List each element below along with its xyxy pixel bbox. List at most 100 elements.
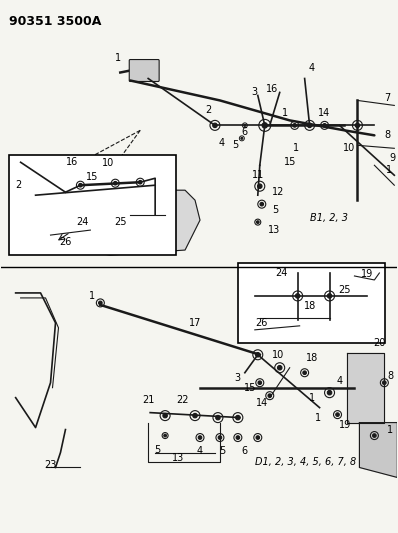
Text: 12: 12 [271, 187, 284, 197]
Circle shape [277, 366, 282, 370]
Text: 3: 3 [235, 373, 241, 383]
Text: B1, 2, 3: B1, 2, 3 [310, 213, 347, 223]
Circle shape [244, 124, 246, 126]
Text: 10: 10 [343, 143, 355, 154]
Circle shape [216, 415, 220, 420]
Text: 16: 16 [265, 84, 278, 94]
Bar [238, 263, 385, 343]
Circle shape [355, 123, 360, 127]
Circle shape [256, 352, 260, 357]
Text: 16: 16 [66, 157, 78, 167]
Circle shape [241, 138, 243, 139]
Text: 6: 6 [242, 127, 248, 138]
Circle shape [139, 181, 142, 184]
Text: 1: 1 [386, 165, 392, 175]
Circle shape [327, 391, 332, 395]
Text: 10: 10 [102, 158, 115, 168]
Circle shape [323, 124, 326, 127]
Circle shape [236, 436, 240, 439]
Text: 18: 18 [304, 301, 316, 311]
Circle shape [256, 436, 259, 439]
Circle shape [260, 203, 263, 206]
Text: 5: 5 [154, 445, 160, 455]
Text: 18: 18 [306, 353, 318, 363]
Text: 1: 1 [282, 108, 288, 118]
Text: 8: 8 [387, 371, 393, 381]
Text: 15: 15 [283, 157, 296, 167]
Circle shape [256, 221, 259, 223]
Text: 1: 1 [293, 143, 299, 154]
Circle shape [164, 434, 166, 437]
Text: 14: 14 [256, 398, 268, 408]
Text: 21: 21 [142, 394, 154, 405]
Text: 10: 10 [271, 350, 284, 360]
Polygon shape [100, 185, 170, 220]
Text: 26: 26 [256, 318, 268, 328]
Text: 8: 8 [384, 131, 390, 140]
Circle shape [258, 381, 261, 384]
Circle shape [373, 434, 376, 438]
Text: 1: 1 [89, 291, 96, 301]
Text: 25: 25 [338, 285, 351, 295]
Text: 19: 19 [361, 269, 374, 279]
Text: 7: 7 [384, 93, 390, 103]
Circle shape [163, 414, 168, 418]
Text: 4: 4 [336, 376, 343, 386]
Circle shape [303, 371, 306, 375]
Text: 14: 14 [318, 108, 331, 118]
Text: 26: 26 [59, 237, 72, 247]
Circle shape [382, 381, 386, 384]
Text: 1: 1 [308, 393, 315, 402]
Polygon shape [31, 190, 200, 255]
Circle shape [295, 294, 300, 298]
Text: 20: 20 [373, 338, 386, 348]
Circle shape [258, 184, 262, 189]
Text: 2: 2 [16, 180, 22, 190]
Text: 1: 1 [314, 413, 321, 423]
Text: 11: 11 [252, 170, 264, 180]
Text: 5: 5 [219, 446, 225, 456]
Circle shape [262, 123, 267, 128]
Bar [9, 155, 176, 255]
Circle shape [293, 124, 297, 127]
Circle shape [307, 123, 312, 127]
Text: 23: 23 [44, 461, 57, 471]
Circle shape [198, 436, 202, 439]
FancyBboxPatch shape [129, 60, 159, 82]
Text: 24: 24 [76, 217, 89, 227]
Text: 5: 5 [232, 140, 238, 150]
Circle shape [327, 294, 332, 298]
Text: 22: 22 [176, 394, 188, 405]
Circle shape [99, 301, 102, 305]
Circle shape [213, 123, 217, 127]
Text: 13: 13 [172, 453, 184, 463]
Circle shape [193, 414, 197, 418]
Text: 5: 5 [273, 205, 279, 215]
Circle shape [268, 394, 271, 398]
Polygon shape [347, 353, 384, 423]
Text: 1: 1 [387, 425, 393, 434]
Circle shape [336, 413, 339, 416]
Text: 19: 19 [339, 419, 351, 430]
Text: 3: 3 [252, 87, 258, 98]
Polygon shape [359, 423, 397, 478]
Text: 4: 4 [308, 62, 315, 72]
Text: 17: 17 [189, 318, 201, 328]
Text: D1, 2, 3, 4, 5, 6, 7, 8: D1, 2, 3, 4, 5, 6, 7, 8 [255, 457, 356, 467]
Text: 15: 15 [244, 383, 256, 393]
Text: 15: 15 [86, 172, 99, 182]
Text: 4: 4 [197, 446, 203, 456]
Circle shape [79, 183, 82, 187]
Text: 13: 13 [267, 225, 280, 235]
Text: 2: 2 [205, 106, 211, 116]
Circle shape [236, 415, 240, 420]
Circle shape [218, 436, 222, 439]
Text: 1: 1 [115, 53, 121, 62]
Text: 25: 25 [114, 217, 127, 227]
Text: 9: 9 [389, 154, 396, 163]
Text: 90351 3500A: 90351 3500A [9, 15, 101, 28]
Circle shape [113, 181, 117, 185]
Text: 4: 4 [219, 139, 225, 148]
Text: 24: 24 [275, 268, 288, 278]
Text: 6: 6 [242, 446, 248, 456]
